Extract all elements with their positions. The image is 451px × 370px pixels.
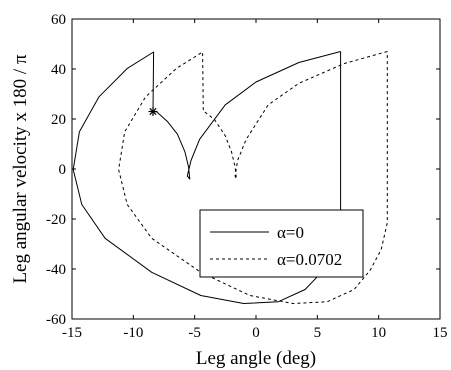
y-tick-label: 0 — [59, 162, 67, 178]
y-tick-label: -40 — [46, 262, 66, 278]
y-axis-label: Leg angular velocity x 180 / π — [10, 54, 31, 283]
x-tick-label: 5 — [314, 325, 322, 341]
y-tick-label: 60 — [51, 12, 66, 28]
x-tick-label: -5 — [188, 325, 201, 341]
x-tick-label: 10 — [371, 325, 386, 341]
series-line-alpha-0 — [72, 51, 342, 304]
x-tick-label: -10 — [123, 325, 143, 341]
y-tick-label: -60 — [46, 312, 66, 328]
y-tick-label: 20 — [51, 112, 66, 128]
legend-label-alpha-0702: α=0.0702 — [277, 250, 342, 269]
legend-label-alpha-0: α=0 — [277, 223, 304, 242]
series-layer — [72, 51, 388, 304]
marker-layer — [148, 107, 158, 116]
start-point-marker — [148, 107, 158, 116]
x-tick-label: -15 — [62, 325, 82, 341]
y-tick-group: -60 -40 -20 0 20 40 60 — [46, 12, 440, 328]
y-tick-label: 40 — [51, 62, 66, 78]
x-tick-label: 15 — [433, 325, 448, 341]
x-tick-label: 0 — [252, 325, 260, 341]
marker-stroke — [149, 107, 157, 116]
y-tick-label: -20 — [46, 212, 66, 228]
legend: α=0 α=0.0702 — [199, 209, 364, 278]
legend-box — [199, 209, 364, 278]
x-axis-label: Leg angle (deg) — [196, 348, 316, 369]
x-tick-group: -15 -10 -5 0 5 10 15 — [62, 19, 448, 341]
